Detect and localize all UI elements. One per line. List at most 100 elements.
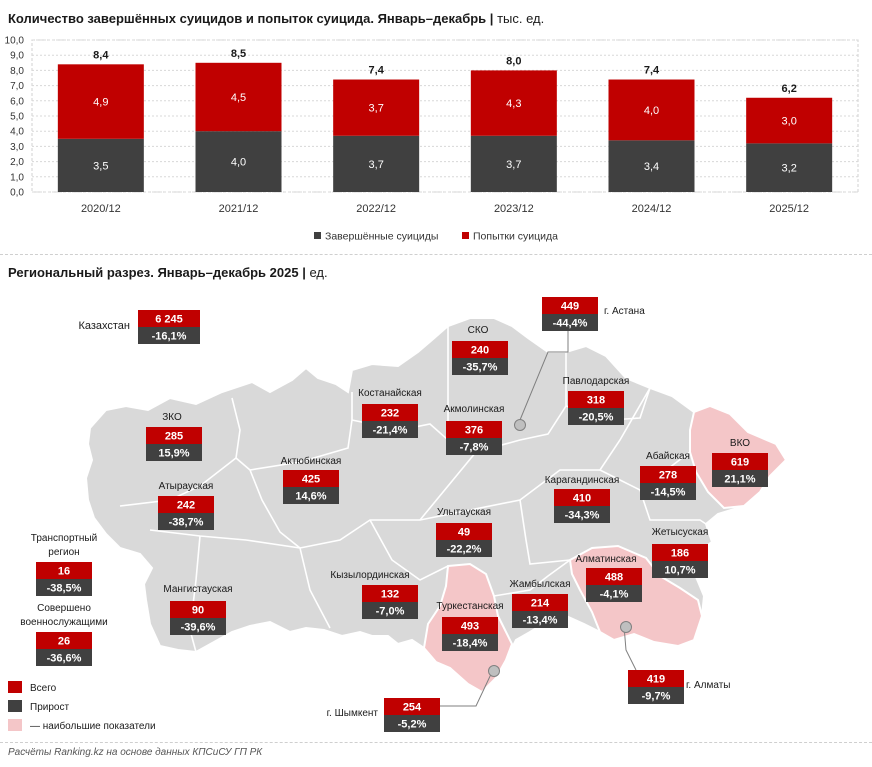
bar-completed bbox=[746, 143, 833, 192]
data-label-attempts: 4,3 bbox=[506, 98, 521, 110]
total-value-box bbox=[446, 421, 502, 438]
total-value-box bbox=[442, 617, 498, 634]
region-name: Актюбинская bbox=[281, 455, 342, 467]
growth-value: -38,5% bbox=[47, 583, 82, 595]
region-border bbox=[249, 469, 301, 549]
growth-value: -13,4% bbox=[523, 615, 558, 627]
growth-value-box bbox=[640, 483, 696, 500]
region-name: СКО bbox=[468, 325, 489, 336]
legend-label: Завершённые суициды bbox=[325, 231, 438, 243]
bar-attempts bbox=[746, 97, 833, 144]
data-label-attempts: 3,7 bbox=[369, 103, 384, 115]
growth-value-box bbox=[542, 314, 598, 331]
growth-value-box bbox=[628, 687, 684, 704]
growth-value: -20,5% bbox=[579, 412, 614, 424]
y-tick-label: 7,0 bbox=[10, 81, 24, 92]
total-value-box bbox=[138, 310, 200, 327]
region-name: Транспортный bbox=[31, 533, 97, 544]
total-value: 132 bbox=[381, 589, 399, 601]
section-divider bbox=[0, 254, 872, 255]
total-value-box bbox=[362, 404, 418, 421]
total-value: 619 bbox=[731, 457, 749, 469]
region-name: Жетысуская bbox=[652, 527, 709, 538]
total-value: 488 bbox=[605, 572, 623, 584]
total-value: 410 bbox=[573, 493, 591, 505]
total-value: 318 bbox=[587, 395, 605, 407]
growth-value-box bbox=[283, 487, 339, 504]
region-border bbox=[639, 489, 707, 525]
legend-label: — наибольшие показатели bbox=[30, 720, 156, 732]
x-tick-label: 2023/12 bbox=[494, 203, 534, 215]
growth-value: -34,3% bbox=[565, 510, 600, 522]
total-value: 240 bbox=[471, 345, 489, 357]
growth-value: -4,1% bbox=[600, 589, 629, 601]
region-border bbox=[493, 559, 571, 597]
y-tick-label: 1,0 bbox=[10, 172, 24, 183]
region-name: г. Шымкент bbox=[327, 708, 379, 719]
region-border bbox=[231, 397, 251, 471]
data-label-attempts: 4,5 bbox=[231, 92, 246, 104]
growth-value: 15,9% bbox=[158, 448, 189, 460]
bar-attempts bbox=[333, 79, 420, 136]
astana-marker bbox=[514, 419, 526, 431]
data-label-completed: 3,7 bbox=[369, 159, 384, 171]
total-value-box bbox=[36, 632, 92, 649]
growth-value: -7,0% bbox=[376, 606, 405, 618]
x-tick-label: 2022/12 bbox=[356, 203, 396, 215]
total-value-box bbox=[36, 562, 92, 579]
bar-completed bbox=[608, 140, 695, 192]
legend-label: Прирост bbox=[30, 702, 69, 713]
region-name: Атырауская bbox=[159, 481, 214, 492]
total-value-box bbox=[586, 568, 642, 585]
y-tick-label: 3,0 bbox=[10, 142, 24, 153]
region-name: Павлодарская bbox=[563, 376, 630, 387]
total-value-box bbox=[436, 523, 492, 540]
growth-value: -16,1% bbox=[152, 331, 187, 343]
region-name: Улытауская bbox=[437, 507, 491, 518]
total-value: 90 bbox=[192, 605, 204, 617]
growth-value: -7,8% bbox=[460, 442, 489, 454]
total-value-box bbox=[554, 489, 610, 506]
total-value-box bbox=[712, 453, 768, 470]
region-border bbox=[119, 457, 237, 507]
total-value-box bbox=[362, 585, 418, 602]
data-label-completed: 4,0 bbox=[231, 157, 246, 169]
region-name: Кызылординская bbox=[330, 570, 409, 581]
growth-value-box bbox=[146, 444, 202, 461]
total-value: 6 245 bbox=[155, 314, 183, 326]
total-value: 214 bbox=[531, 598, 550, 610]
callout-line bbox=[519, 330, 569, 421]
data-label-completed: 3,7 bbox=[506, 159, 521, 171]
region-name: Алматинская bbox=[576, 554, 637, 565]
region-name: Жамбылская bbox=[510, 578, 571, 590]
bar-attempts bbox=[608, 79, 695, 141]
total-value-box bbox=[158, 496, 214, 513]
x-tick-label: 2025/12 bbox=[769, 203, 809, 215]
x-tick-label: 2020/12 bbox=[81, 203, 121, 215]
bar-attempts bbox=[57, 64, 144, 139]
y-tick-label: 0,0 bbox=[10, 188, 24, 199]
region-border bbox=[149, 529, 301, 549]
total-value: 26 bbox=[58, 636, 70, 648]
total-value-box bbox=[568, 391, 624, 408]
legend-swatch bbox=[314, 232, 321, 239]
growth-value: -44,4% bbox=[553, 318, 588, 330]
region-name: Акмолинская bbox=[444, 404, 505, 415]
title-separator: | bbox=[489, 11, 494, 26]
growth-value-box bbox=[158, 513, 214, 530]
region-name: Абайская bbox=[646, 450, 690, 462]
region-border bbox=[369, 519, 449, 581]
region-border bbox=[519, 499, 571, 565]
growth-value-box bbox=[446, 438, 502, 455]
region-name: Костанайская bbox=[358, 388, 422, 399]
regional-title: Региональный разрез. Январь–декабрь 2025… bbox=[8, 265, 328, 280]
y-tick-label: 2,0 bbox=[10, 157, 24, 168]
total-value-box bbox=[512, 594, 568, 611]
growth-value: -9,7% bbox=[642, 691, 671, 703]
legend-label: Попытки суицида bbox=[473, 231, 558, 243]
total-value: 16 bbox=[58, 566, 70, 578]
growth-value-box bbox=[362, 421, 418, 438]
total-value-box bbox=[452, 341, 508, 358]
growth-value-box bbox=[652, 561, 708, 578]
bar-completed bbox=[333, 135, 420, 192]
